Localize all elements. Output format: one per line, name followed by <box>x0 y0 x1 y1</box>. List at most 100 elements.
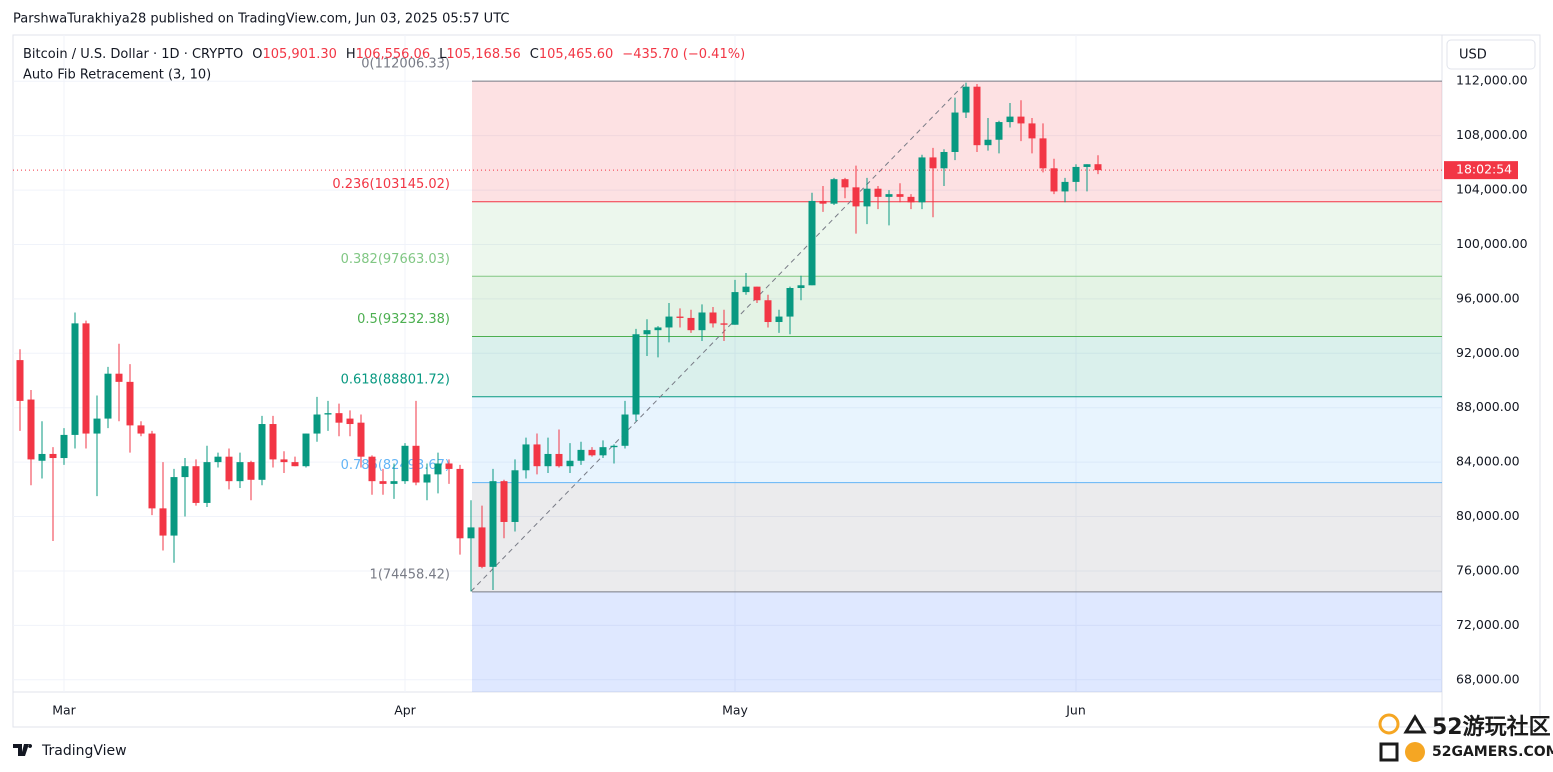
y-tick-label: 108,000.00 <box>1456 127 1528 142</box>
candle-body <box>1006 116 1014 123</box>
watermark-cn: 52游玩社区 <box>1432 714 1551 740</box>
candle-body <box>1061 181 1069 192</box>
y-tick-label: 76,000.00 <box>1456 562 1520 577</box>
symbol: Bitcoin / U.S. Dollar · 1D · CRYPTO <box>23 47 243 62</box>
candle-body <box>610 445 618 448</box>
candle-body <box>907 196 915 203</box>
countdown-box <box>1444 161 1518 180</box>
candle-body <box>995 122 1003 140</box>
candle-body <box>104 373 112 419</box>
candle-body <box>665 316 673 328</box>
candle-body <box>1072 166 1080 182</box>
y-tick-label: 68,000.00 <box>1456 671 1520 686</box>
y-tick-label: 80,000.00 <box>1456 508 1520 523</box>
candle-body <box>555 453 563 467</box>
candle-body <box>929 157 937 169</box>
candle-body <box>841 179 849 188</box>
candle-body <box>720 323 728 325</box>
candle-body <box>445 463 453 469</box>
x-tick-label: Mar <box>52 703 76 718</box>
candle-body <box>1094 164 1102 171</box>
legend: Bitcoin / U.S. Dollar · 1D · CRYPTO O105,… <box>23 47 745 62</box>
ohlc-key: H <box>346 47 356 62</box>
candle-body <box>225 456 233 482</box>
candle-body <box>742 286 750 293</box>
candle-body <box>16 360 24 401</box>
indicator-label: Auto Fib Retracement (3, 10) <box>23 68 211 83</box>
fib-zone <box>472 276 1442 337</box>
candle-body <box>258 424 266 480</box>
footer-logo: TradingView <box>41 743 127 759</box>
x-tick-label: May <box>722 703 748 718</box>
candle-body <box>676 316 684 318</box>
candle-body <box>390 481 398 484</box>
published-line: ParshwaTurakhiya28 published on TradingV… <box>13 12 509 27</box>
candle-body <box>148 433 156 509</box>
y-tick-label: 96,000.00 <box>1456 290 1520 305</box>
candle-body <box>764 300 772 323</box>
candle-body <box>852 187 860 207</box>
candle-body <box>797 285 805 289</box>
candle-body <box>423 474 431 483</box>
candle-body <box>830 179 838 204</box>
fib-label: 0.786(82493.67) <box>341 458 450 473</box>
candle-body <box>170 477 178 536</box>
y-tick-label: 84,000.00 <box>1456 454 1520 469</box>
candle-body <box>82 323 90 434</box>
currency-button[interactable] <box>1446 39 1536 70</box>
watermark-en: 52GAMERS.COM <box>1432 744 1553 760</box>
candle-body <box>522 444 530 471</box>
candle-body <box>874 188 882 197</box>
ohlc-value: 105,168.56 <box>446 47 520 62</box>
watermark-icon <box>1378 713 1427 762</box>
countdown: 18:02:54 <box>1456 162 1512 177</box>
candle-body <box>126 381 134 426</box>
candle-body <box>71 323 79 435</box>
tv-logo <box>13 744 33 756</box>
candle-body <box>918 157 926 203</box>
ohlc-value: 105,901.30 <box>262 47 336 62</box>
candle-body <box>643 330 651 335</box>
candle-body <box>159 508 167 536</box>
candle-body <box>93 418 101 434</box>
candle-body <box>214 456 222 463</box>
candle-body <box>412 445 420 483</box>
candle-body <box>511 470 519 522</box>
candle-body <box>467 527 475 539</box>
candle-body <box>940 151 948 169</box>
candle-body <box>819 200 827 204</box>
candle-body <box>588 449 596 456</box>
candle-body <box>368 456 376 482</box>
fib-zone <box>472 396 1442 483</box>
candle-body <box>500 481 508 522</box>
ohlc-key: O <box>252 47 262 62</box>
candle-body <box>1017 116 1025 124</box>
fib-zone <box>472 591 1442 692</box>
candle-body <box>27 399 35 460</box>
currency[interactable]: USD <box>1459 48 1487 63</box>
fib-label: 0.382(97663.03) <box>341 252 450 267</box>
ohlc-value: 106,556.06 <box>356 47 430 62</box>
candle-body <box>335 413 343 423</box>
fib-trend-line <box>470 82 967 592</box>
y-tick-label: 104,000.00 <box>1456 182 1528 197</box>
fib-zone <box>472 336 1442 397</box>
candle-body <box>533 444 541 467</box>
candle-body <box>324 413 332 415</box>
candle-body <box>698 312 706 331</box>
candle-body <box>269 424 277 460</box>
candle-body <box>236 462 244 482</box>
candle-body <box>951 112 959 152</box>
candle-body <box>379 481 387 484</box>
candle-body <box>280 459 288 463</box>
ohlc-value: 105,465.60 <box>539 47 613 62</box>
fib-label: 0.618(88801.72) <box>341 372 450 387</box>
candle-body <box>1028 123 1036 139</box>
fib-label: 0(112006.33) <box>361 57 450 72</box>
candle-body <box>137 425 145 434</box>
candle-body <box>566 460 574 467</box>
candle-body <box>192 466 200 503</box>
y-tick-label: 112,000.00 <box>1456 73 1528 88</box>
chart-frame <box>12 34 1541 728</box>
